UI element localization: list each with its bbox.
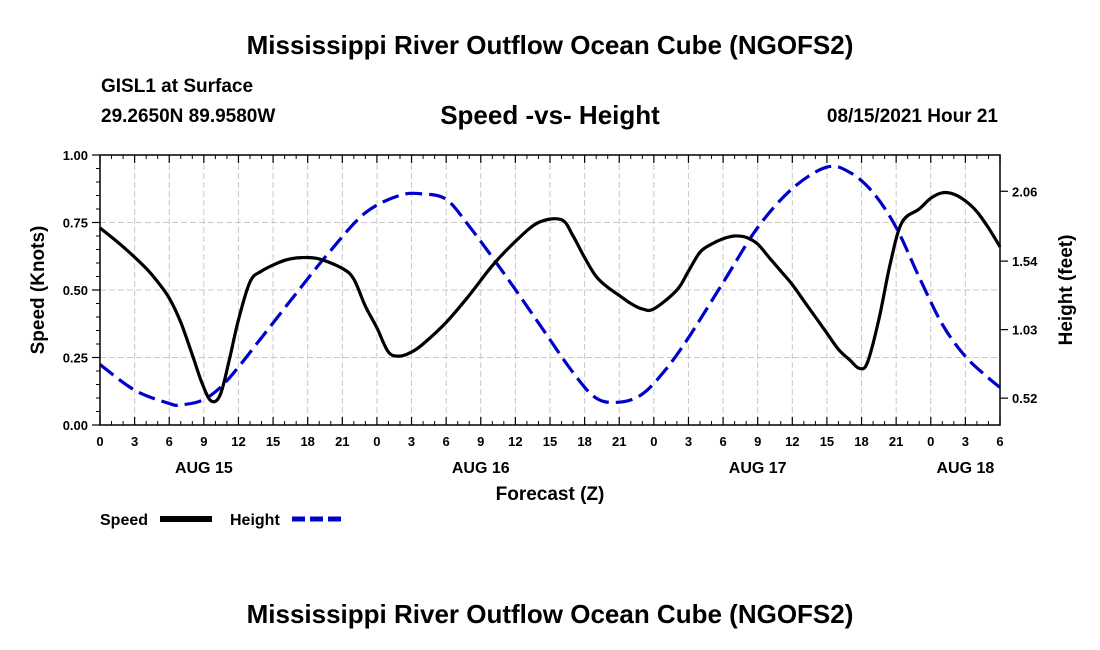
- x-tick-label: 0: [96, 434, 103, 449]
- grid-lines: [100, 155, 1000, 425]
- legend-label-height: Height: [230, 512, 280, 529]
- x-tick-label: 18: [300, 434, 314, 449]
- y-left-tick-label: 0.00: [63, 418, 88, 433]
- x-tick-label: 6: [166, 434, 173, 449]
- x-tick-label: 18: [854, 434, 868, 449]
- y-axis-right-title: Height (feet): [1056, 235, 1077, 346]
- x-axis-title: Forecast (Z): [496, 484, 605, 505]
- x-tick-label: 3: [962, 434, 969, 449]
- x-date-label: AUG 15: [175, 460, 233, 477]
- chart-title-bottom: Mississippi River Outflow Ocean Cube (NG…: [246, 599, 854, 629]
- series-line-height: [99, 164, 1002, 407]
- plot-frame: [99, 154, 1001, 426]
- datetime-label: 08/15/2021 Hour 21: [826, 106, 998, 127]
- x-tick-label: 12: [785, 434, 799, 449]
- y-right-tick-label: 2.06: [1012, 184, 1037, 199]
- x-tick-label: 21: [612, 434, 626, 449]
- chart-subtitle: Speed -vs- Height: [440, 100, 660, 130]
- x-tick-label: 15: [266, 434, 280, 449]
- x-tick-label: 0: [650, 434, 657, 449]
- x-tick-label: 6: [443, 434, 450, 449]
- x-tick-label: 21: [335, 434, 349, 449]
- y-left-tick-label: 1.00: [63, 148, 88, 163]
- legend-label-speed: Speed: [100, 512, 148, 529]
- y-right-tick-label: 1.54: [1012, 254, 1038, 269]
- x-date-label: AUG 16: [452, 460, 510, 477]
- station-label: GISL1 at Surface: [101, 76, 254, 97]
- x-tick-label: 9: [200, 434, 207, 449]
- y-left-tick-label: 0.25: [63, 351, 88, 366]
- x-tick-label: 6: [719, 434, 726, 449]
- x-tick-label: 15: [543, 434, 557, 449]
- series-line-speed: [98, 190, 1002, 404]
- x-tick-label: 9: [477, 434, 484, 449]
- coordinates-label: 29.2650N 89.9580W: [101, 106, 276, 127]
- x-date-label: AUG 17: [729, 460, 787, 477]
- x-tick-label: 12: [231, 434, 245, 449]
- x-tick-label: 18: [577, 434, 591, 449]
- y-left-tick-label: 0.50: [63, 283, 88, 298]
- x-tick-label: 6: [996, 434, 1003, 449]
- x-tick-label: 0: [373, 434, 380, 449]
- y-axis-left-title: Speed (Knots): [28, 226, 49, 355]
- x-tick-label: 9: [754, 434, 761, 449]
- chart-title-top: Mississippi River Outflow Ocean Cube (NG…: [246, 30, 854, 60]
- x-tick-label: 21: [889, 434, 903, 449]
- x-tick-label: 12: [508, 434, 522, 449]
- y-right-tick-label: 0.52: [1012, 391, 1037, 406]
- x-tick-label: 0: [927, 434, 934, 449]
- x-date-label: AUG 18: [936, 460, 994, 477]
- y-right-tick-label: 1.03: [1012, 323, 1037, 338]
- legend: Speed Height: [100, 512, 342, 529]
- x-tick-label: 3: [131, 434, 138, 449]
- axis-labels: 0 3 6 9 12 15 18 21 0 3 6 9 12 15 18 21 0 3 6 9 12 15 18 21 0 3 6 0…: [63, 148, 1038, 477]
- y-left-tick-label: 0.75: [63, 216, 88, 231]
- series-lines: [98, 164, 1002, 407]
- x-tick-label: 3: [408, 434, 415, 449]
- x-tick-label: 3: [685, 434, 692, 449]
- x-tick-label: 15: [820, 434, 834, 449]
